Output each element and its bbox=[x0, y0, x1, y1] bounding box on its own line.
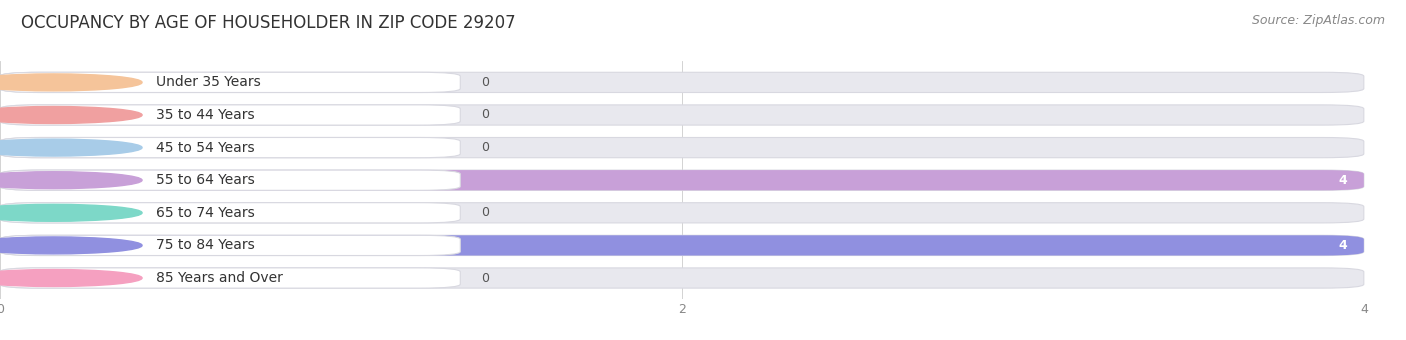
FancyBboxPatch shape bbox=[0, 235, 460, 256]
FancyBboxPatch shape bbox=[0, 268, 460, 288]
Text: 65 to 74 Years: 65 to 74 Years bbox=[156, 206, 254, 220]
Text: 45 to 54 Years: 45 to 54 Years bbox=[156, 141, 254, 155]
Text: Source: ZipAtlas.com: Source: ZipAtlas.com bbox=[1251, 14, 1385, 27]
Text: 4: 4 bbox=[1339, 239, 1347, 252]
Circle shape bbox=[0, 139, 142, 156]
Circle shape bbox=[0, 204, 142, 221]
FancyBboxPatch shape bbox=[0, 137, 1364, 158]
FancyBboxPatch shape bbox=[0, 203, 460, 223]
FancyBboxPatch shape bbox=[0, 170, 1364, 190]
FancyBboxPatch shape bbox=[0, 105, 1364, 125]
Text: OCCUPANCY BY AGE OF HOUSEHOLDER IN ZIP CODE 29207: OCCUPANCY BY AGE OF HOUSEHOLDER IN ZIP C… bbox=[21, 14, 516, 32]
FancyBboxPatch shape bbox=[0, 235, 1364, 256]
FancyBboxPatch shape bbox=[0, 72, 1364, 92]
Circle shape bbox=[0, 74, 142, 91]
FancyBboxPatch shape bbox=[0, 137, 460, 158]
Circle shape bbox=[0, 270, 142, 287]
Text: 55 to 64 Years: 55 to 64 Years bbox=[156, 173, 254, 187]
FancyBboxPatch shape bbox=[0, 268, 1364, 288]
FancyBboxPatch shape bbox=[0, 170, 460, 190]
Circle shape bbox=[0, 172, 142, 189]
FancyBboxPatch shape bbox=[0, 72, 460, 92]
FancyBboxPatch shape bbox=[0, 203, 1364, 223]
FancyBboxPatch shape bbox=[0, 105, 460, 125]
Text: 35 to 44 Years: 35 to 44 Years bbox=[156, 108, 254, 122]
Circle shape bbox=[0, 106, 142, 123]
Text: 0: 0 bbox=[481, 76, 489, 89]
Circle shape bbox=[0, 237, 142, 254]
FancyBboxPatch shape bbox=[0, 235, 1364, 256]
Text: 0: 0 bbox=[481, 141, 489, 154]
Text: 0: 0 bbox=[481, 272, 489, 285]
Text: Under 35 Years: Under 35 Years bbox=[156, 75, 260, 89]
Text: 0: 0 bbox=[481, 206, 489, 219]
Text: 4: 4 bbox=[1339, 174, 1347, 187]
Text: 75 to 84 Years: 75 to 84 Years bbox=[156, 238, 254, 252]
Text: 85 Years and Over: 85 Years and Over bbox=[156, 271, 283, 285]
Text: 0: 0 bbox=[481, 108, 489, 121]
FancyBboxPatch shape bbox=[0, 170, 1364, 190]
